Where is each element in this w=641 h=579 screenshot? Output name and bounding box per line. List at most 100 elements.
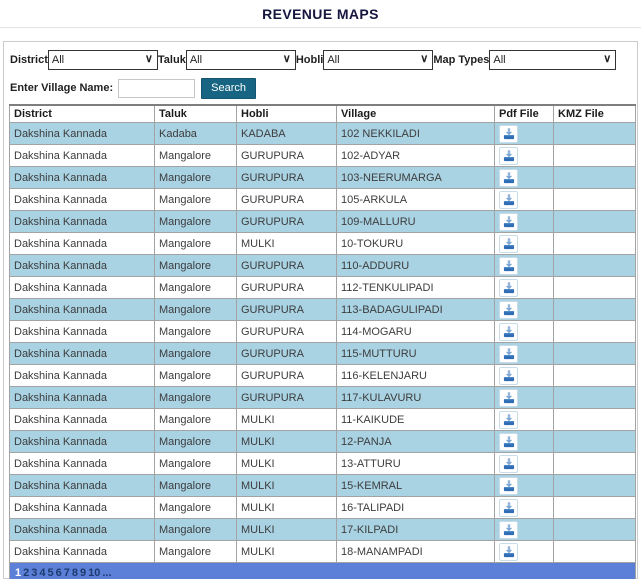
table-row: Dakshina Kannada Kadaba KADABA 102 NEKKILAD…: [9, 122, 636, 145]
taluk-cell: Mangalore: [154, 320, 237, 343]
title-divider: [0, 27, 641, 28]
district-cell: Dakshina Kannada: [9, 518, 155, 541]
map-types-select[interactable]: All: [489, 50, 617, 70]
pdf-download-button[interactable]: [499, 454, 518, 473]
taluk-select[interactable]: All: [185, 50, 296, 70]
kmz-file-cell: [553, 474, 636, 497]
pdf-download-button[interactable]: [499, 256, 518, 275]
taluk-cell: Mangalore: [154, 144, 237, 167]
hobli-cell: MULKI: [236, 430, 337, 453]
village-cell: 13-ATTURU: [336, 452, 495, 475]
pdf-file-cell: [494, 474, 554, 497]
pdf-download-button[interactable]: [499, 190, 518, 209]
pdf-download-button[interactable]: [499, 278, 518, 297]
pdf-download-button[interactable]: [499, 410, 518, 429]
taluk-cell: Mangalore: [154, 540, 237, 563]
table-row: Dakshina Kannada Mangalore MULKI 17-KILPADI: [9, 518, 636, 541]
pdf-download-button[interactable]: [499, 322, 518, 341]
hobli-cell: MULKI: [236, 452, 337, 475]
district-cell: Dakshina Kannada: [9, 144, 155, 167]
pagination-page-link[interactable]: 9: [80, 567, 87, 579]
taluk-cell: Mangalore: [154, 430, 237, 453]
pdf-download-icon: [503, 259, 514, 271]
pdf-download-icon: [503, 413, 514, 425]
pdf-download-button[interactable]: [499, 234, 518, 253]
pdf-download-button[interactable]: [499, 300, 518, 319]
hobli-cell: GURUPURA: [236, 342, 337, 365]
village-cell: 103-NEERUMARGA: [336, 166, 495, 189]
column-header-taluk: Taluk: [154, 104, 237, 123]
district-cell: Dakshina Kannada: [9, 166, 155, 189]
pdf-file-cell: [494, 408, 554, 431]
table-row: Dakshina Kannada Mangalore GURUPURA 103-NEE…: [9, 166, 636, 189]
pdf-download-button[interactable]: [499, 366, 518, 385]
pdf-download-button[interactable]: [499, 124, 518, 143]
pdf-download-button[interactable]: [499, 520, 518, 539]
pagination-page-link[interactable]: 7: [63, 567, 70, 579]
table-row: Dakshina Kannada Mangalore GURUPURA 109-MAL…: [9, 210, 636, 233]
pdf-file-cell: [494, 430, 554, 453]
map-types-select-wrap: All: [489, 50, 617, 70]
taluk-cell: Mangalore: [154, 254, 237, 277]
village-cell: 112-TENKULIPADI: [336, 276, 495, 299]
pdf-file-cell: [494, 122, 554, 145]
kmz-file-cell: [553, 166, 636, 189]
pdf-download-icon: [503, 171, 514, 183]
search-button[interactable]: Search: [201, 77, 256, 99]
table-row: Dakshina Kannada Mangalore GURUPURA 117-KUL…: [9, 386, 636, 409]
pdf-download-icon: [503, 193, 514, 205]
hobli-cell: MULKI: [236, 474, 337, 497]
pagination-page-link[interactable]: 4: [39, 567, 46, 579]
table-row: Dakshina Kannada Mangalore GURUPURA 115-MUT…: [9, 342, 636, 365]
hobli-cell: GURUPURA: [236, 188, 337, 211]
district-cell: Dakshina Kannada: [9, 254, 155, 277]
pdf-download-icon: [503, 303, 514, 315]
kmz-file-cell: [553, 518, 636, 541]
pdf-download-button[interactable]: [499, 542, 518, 561]
village-cell: 105-ARKULA: [336, 188, 495, 211]
kmz-file-cell: [553, 320, 636, 343]
village-cell: 11-KAIKUDE: [336, 408, 495, 431]
pdf-file-cell: [494, 386, 554, 409]
kmz-file-cell: [553, 254, 636, 277]
kmz-file-cell: [553, 210, 636, 233]
kmz-file-cell: [553, 188, 636, 211]
pagination-page-link[interactable]: 6: [55, 567, 62, 579]
pdf-download-button[interactable]: [499, 344, 518, 363]
district-cell: Dakshina Kannada: [9, 474, 155, 497]
column-header-hobli: Hobli: [236, 104, 337, 123]
pdf-file-cell: [494, 232, 554, 255]
hobli-cell: MULKI: [236, 408, 337, 431]
pdf-download-button[interactable]: [499, 168, 518, 187]
district-cell: Dakshina Kannada: [9, 408, 155, 431]
pagination-page-link[interactable]: 2: [23, 567, 30, 579]
taluk-cell: Mangalore: [154, 452, 237, 475]
pdf-file-cell: [494, 210, 554, 233]
pdf-download-button[interactable]: [499, 146, 518, 165]
district-select[interactable]: All: [47, 50, 158, 70]
pagination-page-link[interactable]: 10: [88, 567, 101, 579]
pdf-download-button[interactable]: [499, 432, 518, 451]
hobli-cell: GURUPURA: [236, 386, 337, 409]
kmz-file-cell: [553, 408, 636, 431]
pdf-download-button[interactable]: [499, 476, 518, 495]
pagination-page-link[interactable]: 3: [31, 567, 38, 579]
district-cell: Dakshina Kannada: [9, 540, 155, 563]
pdf-download-button[interactable]: [499, 498, 518, 517]
hobli-select[interactable]: All: [323, 50, 434, 70]
district-cell: Dakshina Kannada: [9, 386, 155, 409]
pagination-more-link[interactable]: ...: [102, 567, 112, 579]
pagination-page-link[interactable]: 8: [71, 567, 78, 579]
district-cell: Dakshina Kannada: [9, 188, 155, 211]
pdf-download-button[interactable]: [499, 212, 518, 231]
district-cell: Dakshina Kannada: [9, 320, 155, 343]
pdf-file-cell: [494, 188, 554, 211]
hobli-cell: GURUPURA: [236, 320, 337, 343]
village-cell: 102 NEKKILADI: [336, 122, 495, 145]
pdf-download-button[interactable]: [499, 388, 518, 407]
table-row: Dakshina Kannada Mangalore MULKI 11-KAIKUDE: [9, 408, 636, 431]
village-name-input[interactable]: [118, 78, 196, 98]
taluk-cell: Mangalore: [154, 342, 237, 365]
pagination-page-link[interactable]: 5: [47, 567, 54, 579]
pdf-file-cell: [494, 452, 554, 475]
